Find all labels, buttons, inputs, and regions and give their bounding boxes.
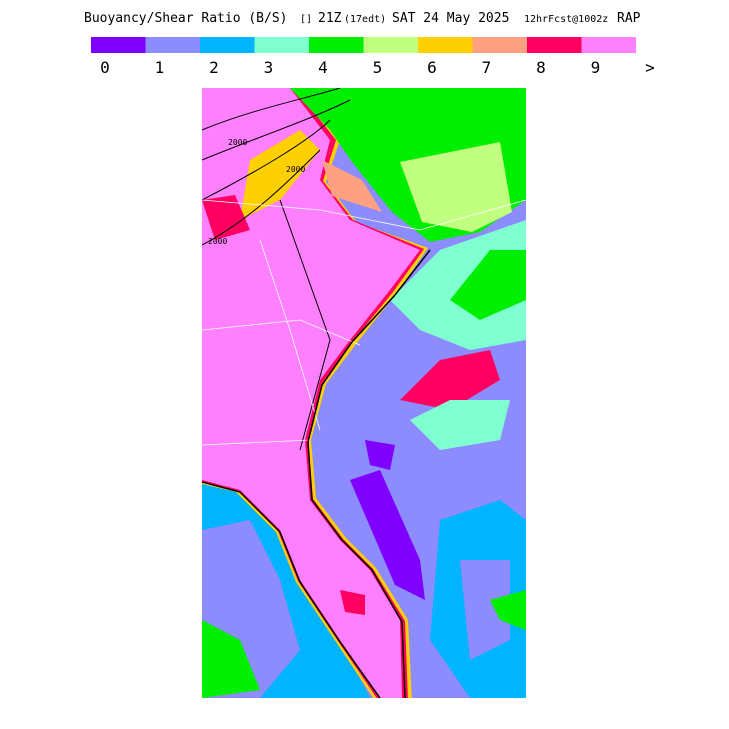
legend-label: 4 bbox=[318, 58, 328, 77]
coastline bbox=[307, 249, 431, 698]
contour bbox=[202, 99, 351, 161]
state-line bbox=[202, 199, 526, 231]
legend: 0 1 2 3 4 5 6 7 8 9 > bbox=[91, 37, 655, 77]
state-line bbox=[202, 439, 311, 446]
legend-label: 2 bbox=[209, 58, 219, 77]
legend-label: 6 bbox=[427, 58, 437, 77]
field-7 bbox=[322, 160, 382, 212]
coastline bbox=[202, 481, 381, 698]
contour-label: 2000 bbox=[228, 138, 247, 147]
map-field: 2000 2000 2000 bbox=[202, 88, 526, 698]
legend-swatch bbox=[581, 37, 636, 53]
legend-label: 3 bbox=[264, 58, 274, 77]
legend-swatch bbox=[145, 37, 200, 53]
legend-label: 0 bbox=[100, 58, 110, 77]
local-time: (17edt) bbox=[344, 14, 386, 25]
field-4 bbox=[450, 250, 526, 320]
contour bbox=[202, 88, 341, 131]
legend-label: 1 bbox=[155, 58, 165, 77]
field-4 bbox=[490, 590, 526, 630]
contour-label: 2000 bbox=[286, 165, 305, 174]
legend-label: 9 bbox=[591, 58, 601, 77]
model: RAP bbox=[617, 11, 641, 26]
legend-swatch bbox=[254, 37, 309, 53]
legend-swatch bbox=[527, 37, 582, 53]
field-0 bbox=[350, 470, 425, 600]
field-6 bbox=[240, 130, 320, 220]
field-9 bbox=[202, 88, 420, 698]
field-5 bbox=[400, 142, 512, 232]
field-8 bbox=[202, 195, 250, 240]
field-1 bbox=[460, 560, 510, 660]
contour bbox=[202, 119, 331, 201]
contour bbox=[279, 199, 331, 451]
state-line bbox=[202, 319, 361, 346]
state-line bbox=[259, 239, 321, 431]
legend-swatch bbox=[363, 37, 418, 53]
contour-labels: 2000 2000 2000 bbox=[208, 138, 305, 246]
field-0 bbox=[365, 440, 395, 470]
title-symbol: [] bbox=[300, 14, 312, 25]
legend-label: 5 bbox=[373, 58, 383, 77]
legend-swatch bbox=[472, 37, 527, 53]
boundaries bbox=[202, 199, 526, 446]
valid-time: 21Z bbox=[318, 11, 342, 26]
forecast: 12hrFcst@1002z bbox=[524, 14, 608, 25]
title-text: Buoyancy/Shear Ratio (B/S) bbox=[84, 11, 288, 26]
legend-swatch bbox=[91, 37, 146, 53]
legend-label: 7 bbox=[482, 58, 492, 77]
contours bbox=[202, 88, 351, 451]
field-4 bbox=[202, 620, 260, 698]
title: Buoyancy/Shear Ratio (B/S) [] 21Z (17edt… bbox=[84, 11, 641, 26]
legend-label: 8 bbox=[536, 58, 546, 77]
legend-swatch bbox=[200, 37, 255, 53]
legend-swatch bbox=[418, 37, 473, 53]
contour bbox=[202, 149, 321, 246]
field-3 bbox=[410, 400, 510, 450]
field-8 bbox=[400, 350, 500, 410]
date: SAT 24 May 2025 bbox=[392, 11, 509, 26]
legend-swatch bbox=[309, 37, 364, 53]
field-8 bbox=[340, 590, 365, 615]
map: 2000 2000 2000 bbox=[202, 88, 526, 698]
legend-label: > bbox=[645, 58, 655, 77]
contour-label: 2000 bbox=[208, 237, 227, 246]
